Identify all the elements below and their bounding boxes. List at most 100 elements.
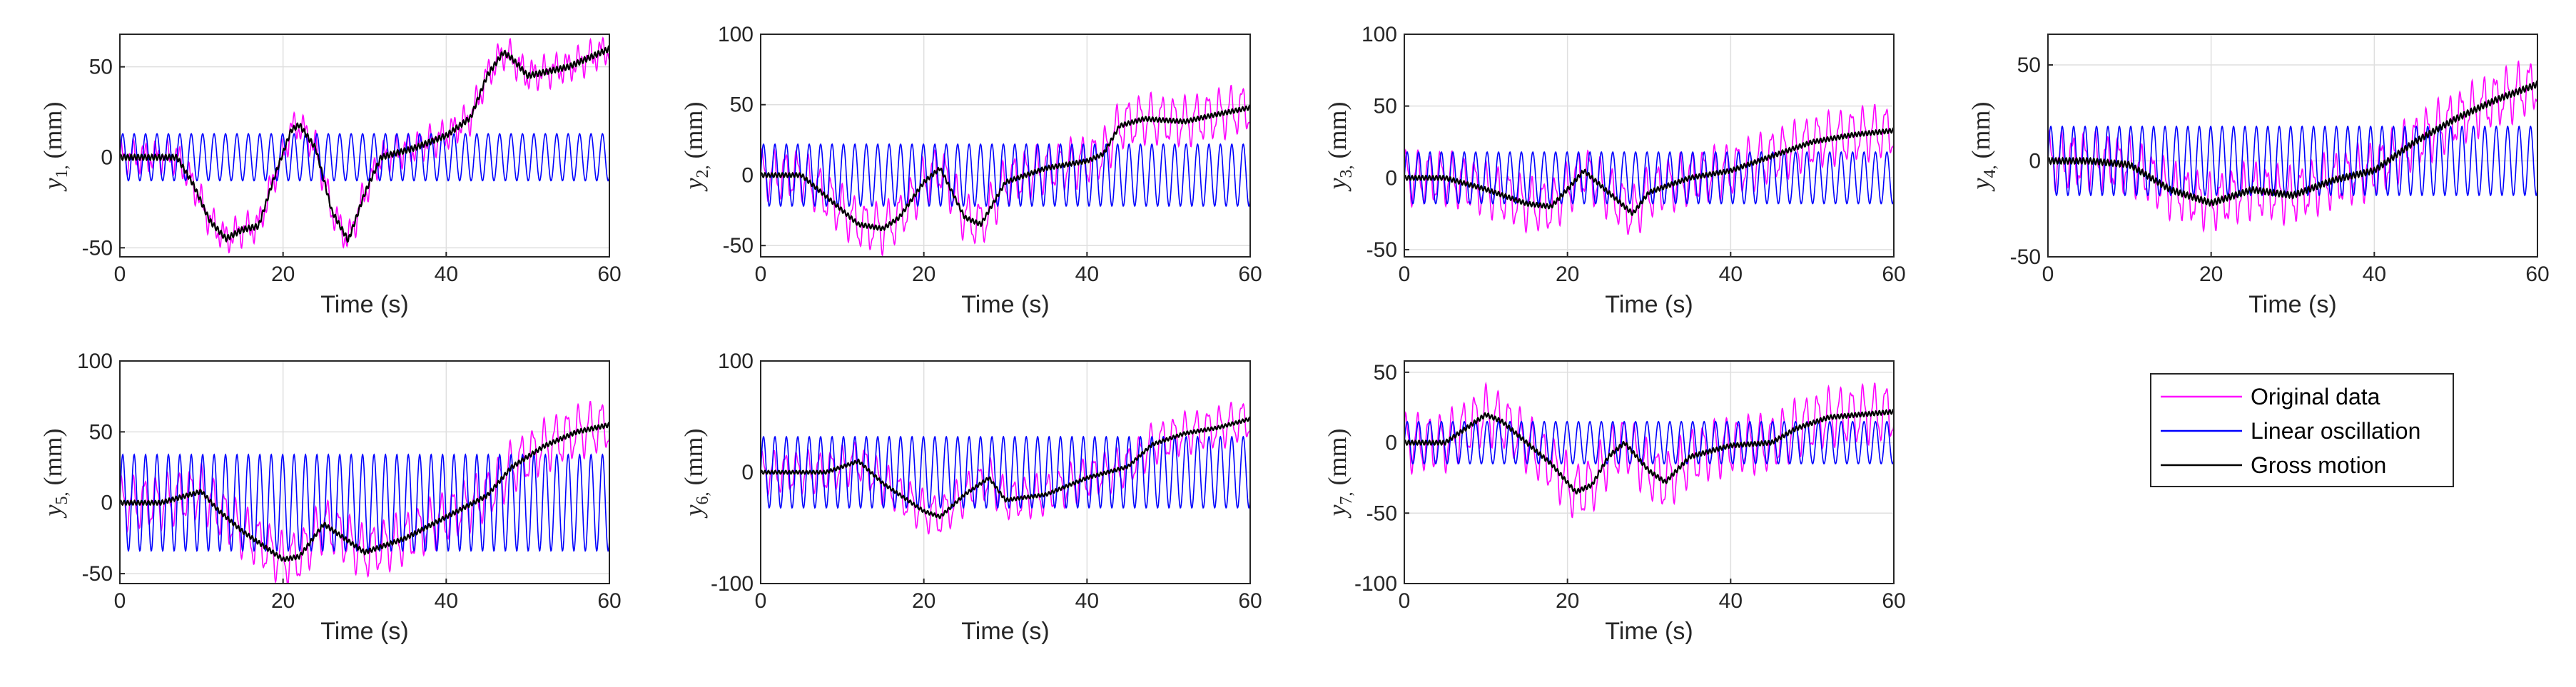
y-tick-label: 50 — [1374, 95, 1397, 118]
axes-box — [2047, 34, 2538, 258]
y-axis-subscript: 3, — [1337, 166, 1356, 178]
y-axis-unit: (mm) — [39, 429, 67, 492]
series-gross-motion-y1 — [120, 45, 609, 243]
y-axis-unit: (mm) — [39, 102, 67, 166]
y-axis-label: y5, (mm) — [39, 429, 71, 519]
y-axis-label: y2, (mm) — [679, 102, 712, 192]
series-gross-motion-y5 — [120, 422, 609, 562]
x-tick-label: 0 — [1399, 589, 1411, 613]
y-tick-label: 100 — [718, 23, 754, 46]
series-group — [761, 84, 1250, 257]
series-linear-oscillation-y7 — [1404, 420, 1894, 465]
y-axis-symbol: y — [679, 178, 708, 191]
y-tick-label: -50 — [1366, 502, 1397, 525]
series-linear-oscillation-y4 — [2048, 125, 2537, 197]
series-group — [120, 400, 609, 584]
y-axis-symbol: y — [39, 504, 67, 518]
x-tick-label: 60 — [597, 589, 621, 613]
series-linear-oscillation-y3 — [1404, 151, 1894, 205]
x-axis-label: Time (s) — [2248, 291, 2336, 318]
y-tick-label: -100 — [711, 572, 754, 596]
y-axis-unit: (mm) — [1323, 429, 1352, 492]
y-tick-label: 50 — [730, 93, 754, 117]
x-tick-label: 20 — [1556, 263, 1579, 286]
y-axis-subscript: 5, — [53, 492, 71, 505]
y-axis-symbol: y — [1323, 504, 1352, 518]
x-tick-label: 40 — [1075, 589, 1099, 613]
series-original-data-y7 — [1404, 381, 1894, 519]
series-gross-motion-y6 — [761, 416, 1250, 520]
y-tick-label: 50 — [89, 420, 113, 444]
series-gross-motion-y4 — [2048, 80, 2537, 208]
x-tick-label: 40 — [435, 589, 458, 613]
x-tick-label: 40 — [1719, 263, 1743, 286]
x-tick-label: 40 — [1075, 263, 1099, 286]
y-tick-label: 100 — [718, 350, 754, 373]
subplot-y7: 0 20 40 60 -100 -50 0 50 Time (s) y7, (mm) — [1323, 360, 1906, 645]
x-tick-label: 0 — [114, 589, 126, 613]
series-linear-oscillation-y2 — [761, 143, 1250, 208]
series-original-data-y2 — [761, 84, 1250, 257]
y-axis-unit: (mm) — [1967, 102, 1995, 166]
x-tick-label: 60 — [1882, 263, 1905, 286]
legend-label: Gross motion — [2251, 452, 2386, 478]
axes-box — [760, 34, 1251, 258]
y-tick-label: 0 — [741, 163, 754, 187]
y-tick-label: 0 — [1385, 166, 1397, 190]
x-tick-label: 20 — [2199, 263, 2223, 286]
series-gross-motion-y7 — [1404, 408, 1894, 495]
legend: Original data Linear oscillation Gross mot… — [2150, 373, 2454, 487]
x-tick-label: 0 — [114, 263, 126, 286]
y-tick-label: 50 — [1374, 361, 1397, 385]
x-tick-label: 0 — [2042, 263, 2054, 286]
x-tick-label: 60 — [2525, 263, 2549, 286]
y-tick-label: 100 — [1361, 23, 1397, 46]
series-group — [2048, 60, 2537, 233]
y-axis-unit: (mm) — [679, 429, 708, 492]
series-original-data-y1 — [120, 36, 609, 254]
y-axis-subscript: 4, — [1981, 166, 1999, 178]
y-tick-label: -50 — [2010, 245, 2041, 269]
y-axis-subscript: 7, — [1337, 492, 1356, 505]
y-axis-label: y7, (mm) — [1323, 429, 1356, 519]
y-tick-label: 0 — [101, 492, 113, 515]
series-gross-motion-y2 — [761, 104, 1250, 232]
legend-item: Gross motion — [2161, 452, 2386, 478]
x-tick-label: 40 — [1719, 589, 1743, 613]
y-tick-label: -50 — [82, 562, 113, 586]
y-axis-subscript: 1, — [53, 166, 71, 178]
x-tick-label: 60 — [1238, 589, 1262, 613]
axes-box — [119, 360, 610, 584]
series-linear-oscillation-y6 — [761, 435, 1250, 509]
legend-label: Linear oscillation — [2251, 418, 2420, 444]
x-axis-label: Time (s) — [320, 618, 408, 645]
y-axis-unit: (mm) — [679, 102, 708, 166]
legend-item: Original data — [2161, 384, 2380, 409]
x-tick-label: 60 — [1882, 589, 1905, 613]
x-axis-label: Time (s) — [1605, 291, 1693, 318]
y-axis-unit: (mm) — [1323, 102, 1352, 166]
x-tick-label: 20 — [912, 263, 935, 286]
y-axis-label: y4, (mm) — [1967, 102, 1999, 192]
x-tick-label: 60 — [1238, 263, 1262, 286]
series-linear-oscillation-y1 — [120, 133, 609, 182]
y-axis-label: y3, (mm) — [1323, 102, 1356, 192]
y-axis-subscript: 6, — [694, 492, 712, 505]
y-axis-label: y6, (mm) — [679, 429, 712, 519]
axes-box — [1404, 34, 1895, 258]
x-axis-label: Time (s) — [961, 618, 1049, 645]
axes-box — [1404, 360, 1895, 584]
x-tick-label: 0 — [755, 263, 767, 286]
x-tick-label: 20 — [912, 589, 935, 613]
y-axis-symbol: y — [679, 504, 708, 518]
x-tick-label: 60 — [597, 263, 621, 286]
x-tick-label: 20 — [1556, 589, 1579, 613]
series-group — [1404, 103, 1894, 235]
legend-label: Original data — [2251, 384, 2380, 409]
